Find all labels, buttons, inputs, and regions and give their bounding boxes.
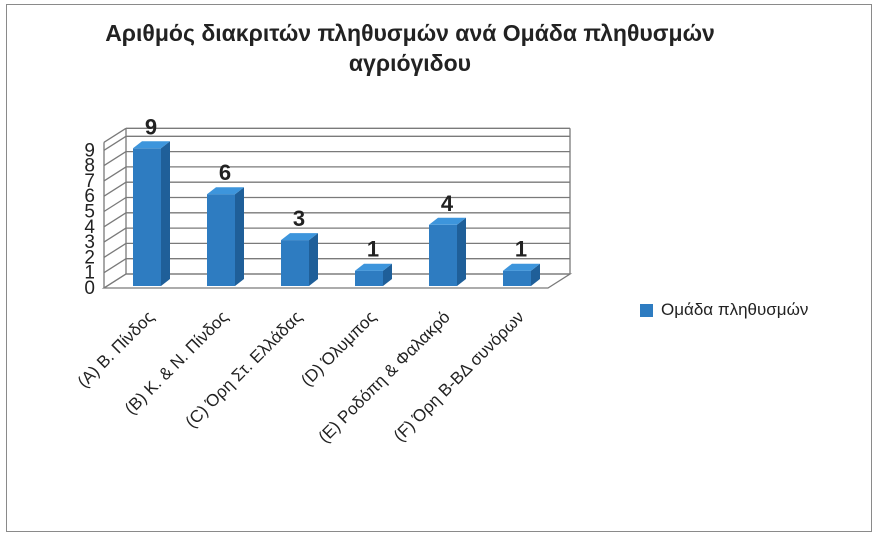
bar-top	[207, 187, 244, 195]
bar	[281, 240, 309, 286]
bar	[355, 270, 383, 286]
gridline-left-wall-top	[103, 127, 127, 143]
y-tick-label: 0	[84, 278, 95, 299]
bar	[429, 224, 457, 286]
floor	[101, 273, 573, 289]
y-tick-label: 7	[84, 171, 95, 192]
data-label: 6	[219, 160, 231, 185]
y-tick-label: 8	[84, 156, 95, 177]
gridline-left-wall	[103, 258, 127, 274]
bar-side	[457, 217, 466, 286]
y-tick-label: 6	[84, 186, 95, 207]
y-tick-label: 9	[84, 140, 95, 161]
y-tick-label: 3	[84, 232, 95, 253]
legend-swatch	[640, 303, 653, 317]
y-tick-label: 4	[84, 217, 95, 238]
bar-side	[161, 141, 170, 286]
bar-side	[531, 263, 540, 286]
gridline-left-wall	[103, 181, 127, 197]
data-label: 1	[515, 237, 527, 262]
x-tick-label: (E) Ροδόπη & Φαλακρό	[315, 307, 454, 446]
y-tick-label: 2	[84, 247, 95, 268]
data-label: 1	[367, 237, 379, 262]
gridline-left-wall	[103, 166, 127, 182]
gridline-left-wall	[103, 135, 127, 151]
gridline-left-wall	[103, 151, 127, 167]
bar-top	[355, 263, 392, 271]
x-tick-label: (A) Β. Πίνδος	[74, 307, 158, 391]
legend: Ομάδα πληθυσμών	[640, 300, 808, 320]
y-tick-label: 5	[84, 202, 95, 223]
x-tick-label: (D) Όλυμπος	[297, 307, 380, 390]
bar-top	[503, 263, 540, 271]
bar-top	[133, 141, 170, 149]
y-tick-label: 1	[84, 263, 95, 284]
bar-side	[383, 263, 392, 286]
gridline-left-wall	[103, 212, 127, 228]
bar	[503, 270, 531, 286]
data-label: 9	[145, 114, 157, 139]
gridline-left-wall	[103, 242, 127, 258]
chart-title-line-2: αγριόγιδου	[348, 50, 472, 76]
gridline-left-wall	[103, 196, 127, 213]
chart-title-line-1: Αριθμός διακριτών πληθυσμών ανά Ομάδα πλ…	[105, 20, 715, 46]
bar-side	[235, 187, 244, 286]
gridline-left-wall	[103, 227, 127, 243]
bar	[207, 194, 235, 286]
legend-label: Ομάδα πληθυσμών	[661, 300, 809, 319]
bar-top	[429, 217, 466, 225]
bar-side	[309, 233, 318, 286]
bar	[133, 148, 161, 286]
x-tick-label: (F) Όρη Β-ΒΔ συνόρων	[390, 307, 528, 445]
bar-top	[281, 233, 318, 241]
chart-title: Αριθμός διακριτών πληθυσμών ανά Ομάδα πλ…	[60, 18, 760, 78]
data-label: 3	[293, 206, 305, 231]
data-label: 4	[441, 191, 454, 216]
